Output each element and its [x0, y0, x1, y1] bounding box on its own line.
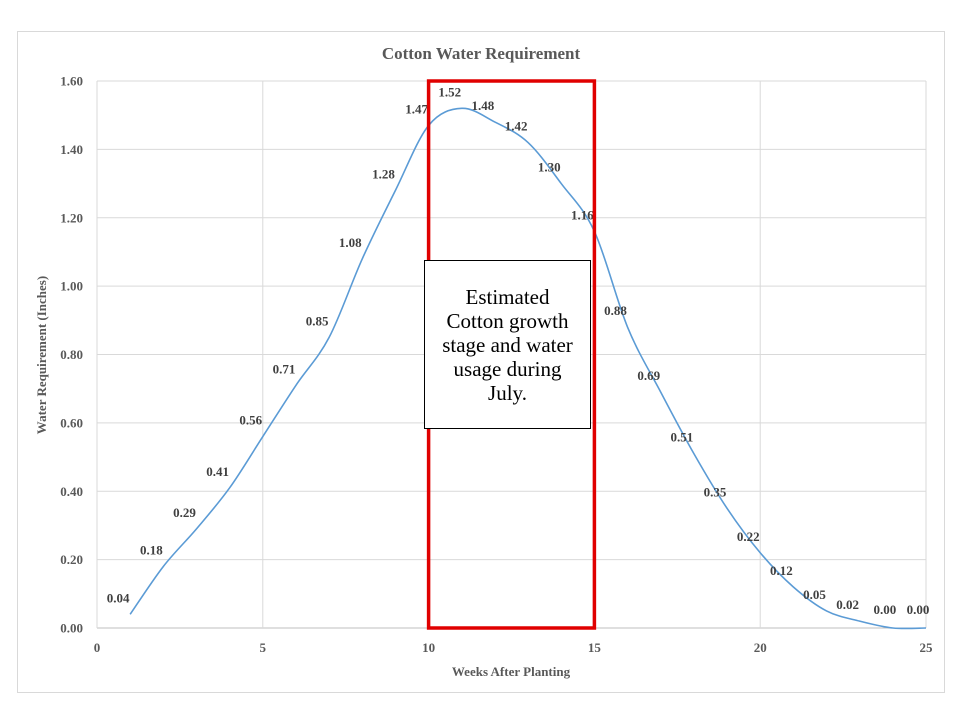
x-tick-label: 10: [422, 640, 435, 655]
data-label: 1.47: [405, 101, 428, 116]
data-label: 0.85: [306, 313, 329, 328]
y-tick-label: 1.60: [60, 74, 83, 89]
data-label: 0.18: [140, 542, 163, 557]
y-tick-label: 0.60: [60, 415, 83, 430]
data-label: 0.41: [206, 464, 229, 479]
x-tick-label: 20: [754, 640, 767, 655]
data-label: 0.35: [704, 484, 727, 499]
data-label: 0.51: [671, 430, 694, 445]
data-label: 0.71: [273, 361, 296, 376]
y-tick-label: 0.20: [60, 552, 83, 567]
callout-text: Estimated Cotton growth stage and water …: [442, 284, 573, 405]
data-label: 0.88: [604, 303, 627, 318]
data-label: 0.69: [637, 368, 660, 383]
x-tick-label: 5: [260, 640, 267, 655]
y-tick-label: 0.80: [60, 347, 83, 362]
y-tick-label: 0.40: [60, 484, 83, 499]
data-label: 0.56: [239, 413, 262, 428]
data-label: 0.29: [173, 505, 196, 520]
data-label: 1.28: [372, 166, 395, 181]
data-label-layer: 0.04 0.18 0.29 0.41 0.56 0.71 0.85 1.08 1.28 1.47…: [107, 84, 930, 617]
callout-box: Estimated Cotton growth stage and water …: [424, 260, 591, 429]
data-label: 0.00: [907, 602, 930, 617]
data-label: 0.12: [770, 563, 793, 578]
axis-layer: 0.00 0.20 0.40 0.60 0.80 1.00 1.20 1.40 1.60 0 5 10…: [60, 74, 933, 656]
y-tick-label: 0.00: [60, 621, 83, 636]
y-tick-label: 1.40: [60, 142, 83, 157]
data-label: 1.42: [505, 119, 528, 134]
x-tick-label: 15: [588, 640, 602, 655]
data-label: 0.00: [873, 602, 896, 617]
data-label: 0.02: [836, 597, 859, 612]
data-label: 0.22: [737, 529, 760, 544]
data-label: 1.16: [571, 207, 594, 222]
chart-title: Cotton Water Requirement: [382, 44, 581, 63]
y-axis-title: Water Requirement (Inches): [34, 276, 49, 434]
x-tick-label: 0: [94, 640, 101, 655]
y-tick-label: 1.00: [60, 279, 83, 294]
data-label: 0.05: [803, 587, 826, 602]
data-label: 1.08: [339, 235, 362, 250]
y-tick-label: 1.20: [60, 210, 83, 225]
data-label: 0.04: [107, 590, 130, 605]
x-axis-title: Weeks After Planting: [452, 664, 571, 679]
data-label: 1.52: [438, 84, 461, 99]
series-line: [129, 107, 927, 630]
data-label: 1.48: [472, 98, 495, 113]
data-label: 1.30: [538, 160, 561, 175]
x-tick-label: 25: [920, 640, 934, 655]
